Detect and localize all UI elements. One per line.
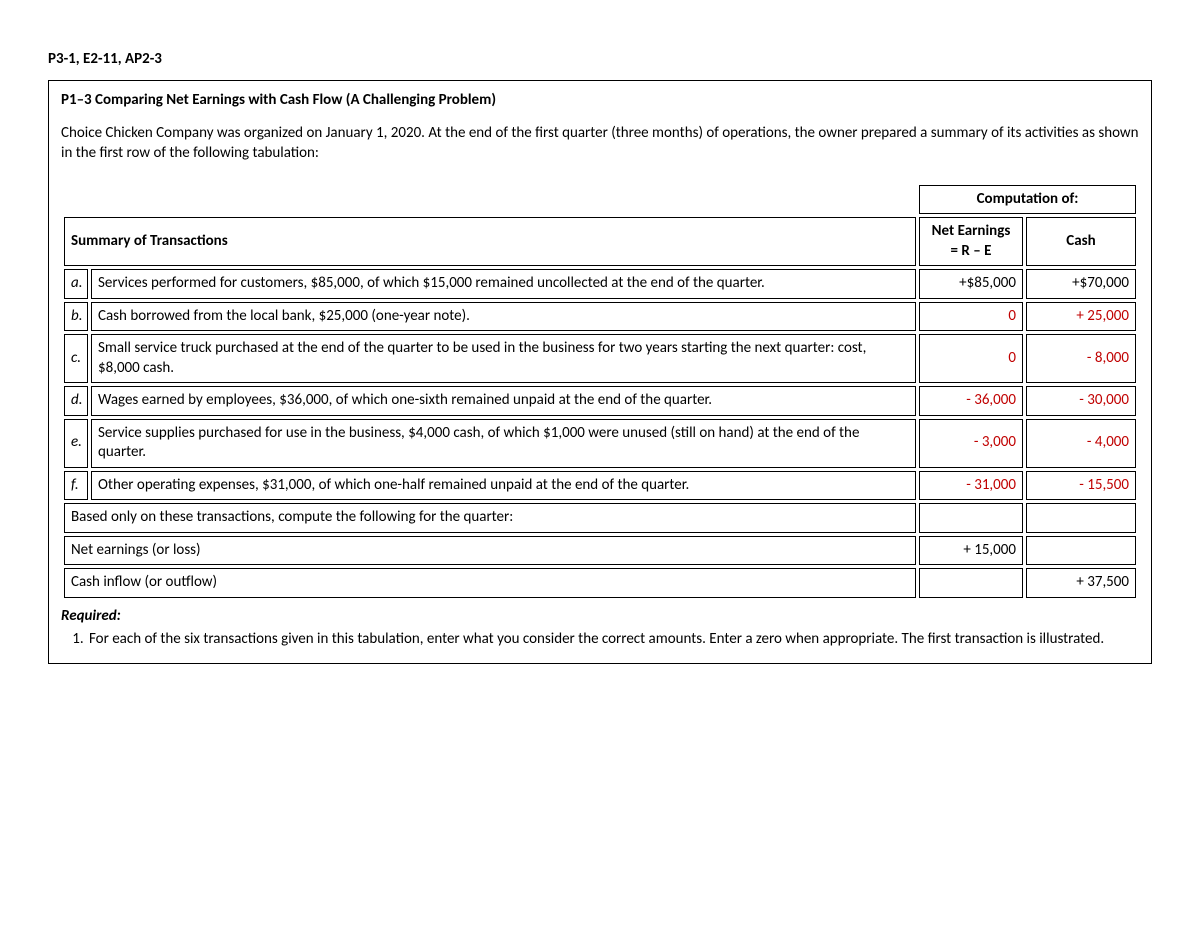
row-letter: a. — [64, 269, 88, 299]
row-net-earnings: 0 — [919, 334, 1023, 383]
problem-box: P1–3 Comparing Net Earnings with Cash Fl… — [48, 80, 1152, 664]
blank-cell — [64, 185, 88, 215]
computation-header: Computation of: — [919, 185, 1136, 215]
table-row: d.Wages earned by employees, $36,000, of… — [64, 386, 1136, 416]
problem-title: P1–3 Comparing Net Earnings with Cash Fl… — [61, 91, 1139, 109]
row-net-earnings: 0 — [919, 302, 1023, 332]
table-header-row-1: Computation of: — [64, 185, 1136, 215]
row-cash: - 30,000 — [1026, 386, 1136, 416]
row-cash: +$70,000 — [1026, 269, 1136, 299]
row-description: Cash borrowed from the local bank, $25,0… — [91, 302, 916, 332]
row-letter: e. — [64, 419, 88, 468]
table-row: b.Cash borrowed from the local bank, $25… — [64, 302, 1136, 332]
row-net-earnings: - 36,000 — [919, 386, 1023, 416]
row-letter: b. — [64, 302, 88, 332]
row-cash: + 25,000 — [1026, 302, 1136, 332]
based-on-label: Based only on these transactions, comput… — [64, 503, 916, 533]
table-header-row-2: Summary of Transactions Net Earnings = R… — [64, 217, 1136, 266]
table-row: a.Services performed for customers, $85,… — [64, 269, 1136, 299]
row-description: Other operating expenses, $31,000, of wh… — [91, 471, 916, 501]
based-on-row: Based only on these transactions, comput… — [64, 503, 1136, 533]
cash-header: Cash — [1026, 217, 1136, 266]
row-letter: f. — [64, 471, 88, 501]
required-item: For each of the six transactions given i… — [87, 629, 1139, 649]
net-earnings-label: Net earnings (or loss) — [64, 536, 916, 566]
row-description: Small service truck purchased at the end… — [91, 334, 916, 383]
page-header: P3-1, E2-11, AP2-3 — [48, 50, 1152, 68]
row-cash: - 8,000 — [1026, 334, 1136, 383]
cash-flow-total-row: Cash inflow (or outflow) + 37,500 — [64, 568, 1136, 598]
intro-paragraph: Choice Chicken Company was organized on … — [61, 123, 1139, 164]
table-row: f.Other operating expenses, $31,000, of … — [64, 471, 1136, 501]
required-list: For each of the six transactions given i… — [61, 629, 1139, 649]
blank-cell — [1026, 536, 1136, 566]
cash-flow-label: Cash inflow (or outflow) — [64, 568, 916, 598]
table-row: e.Service supplies purchased for use in … — [64, 419, 1136, 468]
row-net-earnings: - 31,000 — [919, 471, 1023, 501]
blank-cell — [91, 185, 916, 215]
ne-header-line1: Net Earnings — [932, 222, 1011, 240]
transactions-table: Computation of: Summary of Transactions … — [61, 182, 1139, 601]
summary-header: Summary of Transactions — [64, 217, 916, 266]
row-letter: d. — [64, 386, 88, 416]
row-net-earnings: - 3,000 — [919, 419, 1023, 468]
cash-flow-value: + 37,500 — [1026, 568, 1136, 598]
blank-cell — [919, 568, 1023, 598]
row-description: Services performed for customers, $85,00… — [91, 269, 916, 299]
ne-header-line2: = R – E — [951, 242, 992, 260]
blank-cell — [1026, 503, 1136, 533]
required-label: Required: — [61, 607, 1139, 625]
table-row: c.Small service truck purchased at the e… — [64, 334, 1136, 383]
blank-cell — [919, 503, 1023, 533]
row-cash: - 15,500 — [1026, 471, 1136, 501]
net-earnings-header: Net Earnings = R – E — [919, 217, 1023, 266]
row-cash: - 4,000 — [1026, 419, 1136, 468]
row-description: Service supplies purchased for use in th… — [91, 419, 916, 468]
net-earnings-value: + 15,000 — [919, 536, 1023, 566]
row-letter: c. — [64, 334, 88, 383]
row-description: Wages earned by employees, $36,000, of w… — [91, 386, 916, 416]
net-earnings-total-row: Net earnings (or loss) + 15,000 — [64, 536, 1136, 566]
row-net-earnings: +$85,000 — [919, 269, 1023, 299]
